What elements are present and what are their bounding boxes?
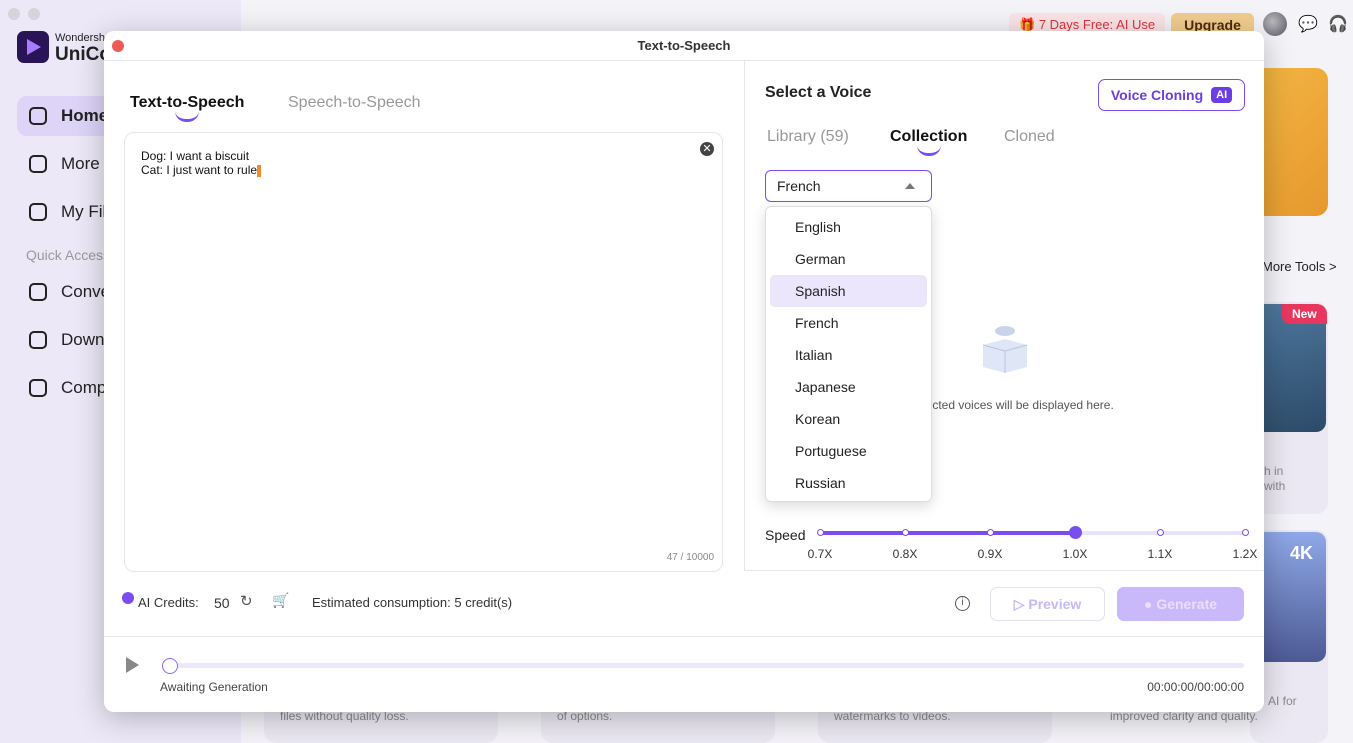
player-status: Awaiting Generation: [160, 680, 268, 694]
language-option[interactable]: English: [795, 219, 841, 235]
select-voice-heading: Select a Voice: [765, 84, 872, 101]
quick-access-heading: Quick Access: [26, 247, 111, 263]
more-tools-link[interactable]: More Tools >: [1262, 259, 1337, 274]
estimated-consumption: Estimated consumption: 5 credit(s): [312, 595, 513, 610]
card-text: AI for: [1268, 694, 1297, 708]
toolbox-icon: [29, 155, 47, 173]
card-text: files without quality loss.: [280, 709, 409, 723]
ai-credits-label: AI Credits:: [138, 595, 199, 610]
support-headset-icon[interactable]: 🎧: [1328, 16, 1348, 33]
speed-label: Speed: [765, 527, 806, 543]
speed-option-label[interactable]: 1.2X: [1232, 547, 1258, 561]
window-close-dot[interactable]: [8, 8, 20, 20]
play-outline-icon: ▷: [1013, 596, 1029, 612]
speed-slider-fill: [820, 531, 1075, 535]
dialog-close-button[interactable]: [112, 40, 124, 52]
language-dropdown: English German Spanish French Italian Japanes…: [765, 206, 932, 502]
tab-library[interactable]: Library (59): [767, 128, 849, 145]
card-text: of options.: [557, 709, 613, 723]
ai-credits-icon: [122, 592, 134, 604]
caret-up-icon: [905, 183, 915, 189]
language-option[interactable]: Russian: [795, 475, 846, 491]
language-option[interactable]: Spanish: [770, 275, 927, 307]
promo-banner[interactable]: [1258, 68, 1328, 216]
convert-icon: [29, 283, 47, 301]
generate-icon: ●: [1143, 596, 1157, 612]
speed-tick[interactable]: [817, 529, 824, 536]
language-option[interactable]: Korean: [795, 411, 841, 427]
tab-text-to-speech[interactable]: Text-to-Speech: [130, 94, 245, 122]
text-cursor: [257, 164, 262, 177]
tab-collection[interactable]: Collection: [890, 128, 968, 156]
empty-box-icon: [982, 326, 1028, 373]
speed-slider[interactable]: [817, 526, 1249, 539]
play-icon[interactable]: [126, 657, 139, 673]
info-icon[interactable]: i: [955, 596, 970, 611]
text-to-speech-dialog: Text-to-Speech Text-to-Speech Speech-to-…: [104, 31, 1264, 712]
language-option[interactable]: Japanese: [795, 379, 856, 395]
speed-tick[interactable]: [902, 529, 909, 536]
download-icon: [29, 331, 47, 349]
speed-tick[interactable]: [1242, 529, 1249, 536]
character-count: 47 / 10000: [666, 552, 714, 563]
language-option[interactable]: French: [795, 315, 839, 331]
cart-icon[interactable]: 🛒: [272, 592, 290, 608]
text-input-area[interactable]: Dog: I want a biscuit Cat: I just want t…: [124, 132, 723, 572]
text-input-content: Dog: I want a biscuit Cat: I just want t…: [141, 149, 258, 177]
generate-button[interactable]: ● Generate: [1117, 587, 1244, 621]
speed-option-label[interactable]: 1.1X: [1147, 547, 1173, 561]
ai-credits-value: 50: [214, 595, 230, 611]
ai-badge: AI: [1211, 87, 1233, 103]
card-text: h in: [1264, 464, 1284, 478]
clear-text-icon[interactable]: ✕: [700, 142, 714, 156]
speed-option-label[interactable]: 1.0X: [1062, 547, 1088, 561]
playback-progress[interactable]: [170, 663, 1244, 668]
tab-cloned[interactable]: Cloned: [1004, 128, 1055, 145]
language-option[interactable]: Portuguese: [795, 443, 867, 459]
empty-collection-text: Collected voices will be displayed here.: [905, 398, 1114, 412]
4k-badge: 4K: [1290, 543, 1314, 563]
card-text: watermarks to videos.: [834, 709, 951, 723]
voice-cloning-button[interactable]: Voice Cloning AI: [1098, 79, 1245, 111]
language-option[interactable]: Italian: [795, 347, 833, 363]
speed-slider-thumb[interactable]: [1069, 526, 1082, 539]
speed-option-label[interactable]: 0.7X: [807, 547, 833, 561]
preview-button[interactable]: ▷ Preview: [990, 587, 1105, 621]
avatar[interactable]: [1263, 12, 1287, 36]
app-logo: [17, 31, 49, 63]
language-select[interactable]: French: [765, 170, 932, 202]
audio-player: Awaiting Generation 00:00:00/00:00:00: [104, 636, 1264, 712]
speed-option-label[interactable]: 0.9X: [977, 547, 1003, 561]
language-option[interactable]: German: [795, 251, 846, 267]
tab-speech-to-speech[interactable]: Speech-to-Speech: [288, 94, 421, 111]
voice-panel: Select a Voice Voice Cloning AI Library (…: [744, 61, 1264, 571]
dialog-title: Text-to-Speech: [104, 31, 1264, 61]
player-time: 00:00:00/00:00:00: [1147, 680, 1244, 694]
card-text: with: [1264, 479, 1286, 493]
refresh-icon[interactable]: ↻: [240, 593, 253, 610]
chat-icon[interactable]: 💬: [1298, 16, 1318, 33]
speed-option-label[interactable]: 0.8X: [892, 547, 918, 561]
file-icon: [29, 203, 47, 221]
playback-thumb[interactable]: [162, 658, 178, 674]
window-minimize-dot[interactable]: [28, 8, 40, 20]
new-badge: New: [1282, 304, 1327, 324]
card-text: improved clarity and quality.: [1110, 709, 1258, 723]
compress-icon: [29, 379, 47, 397]
speed-tick[interactable]: [987, 529, 994, 536]
home-icon: [29, 107, 47, 125]
speed-tick[interactable]: [1157, 529, 1164, 536]
